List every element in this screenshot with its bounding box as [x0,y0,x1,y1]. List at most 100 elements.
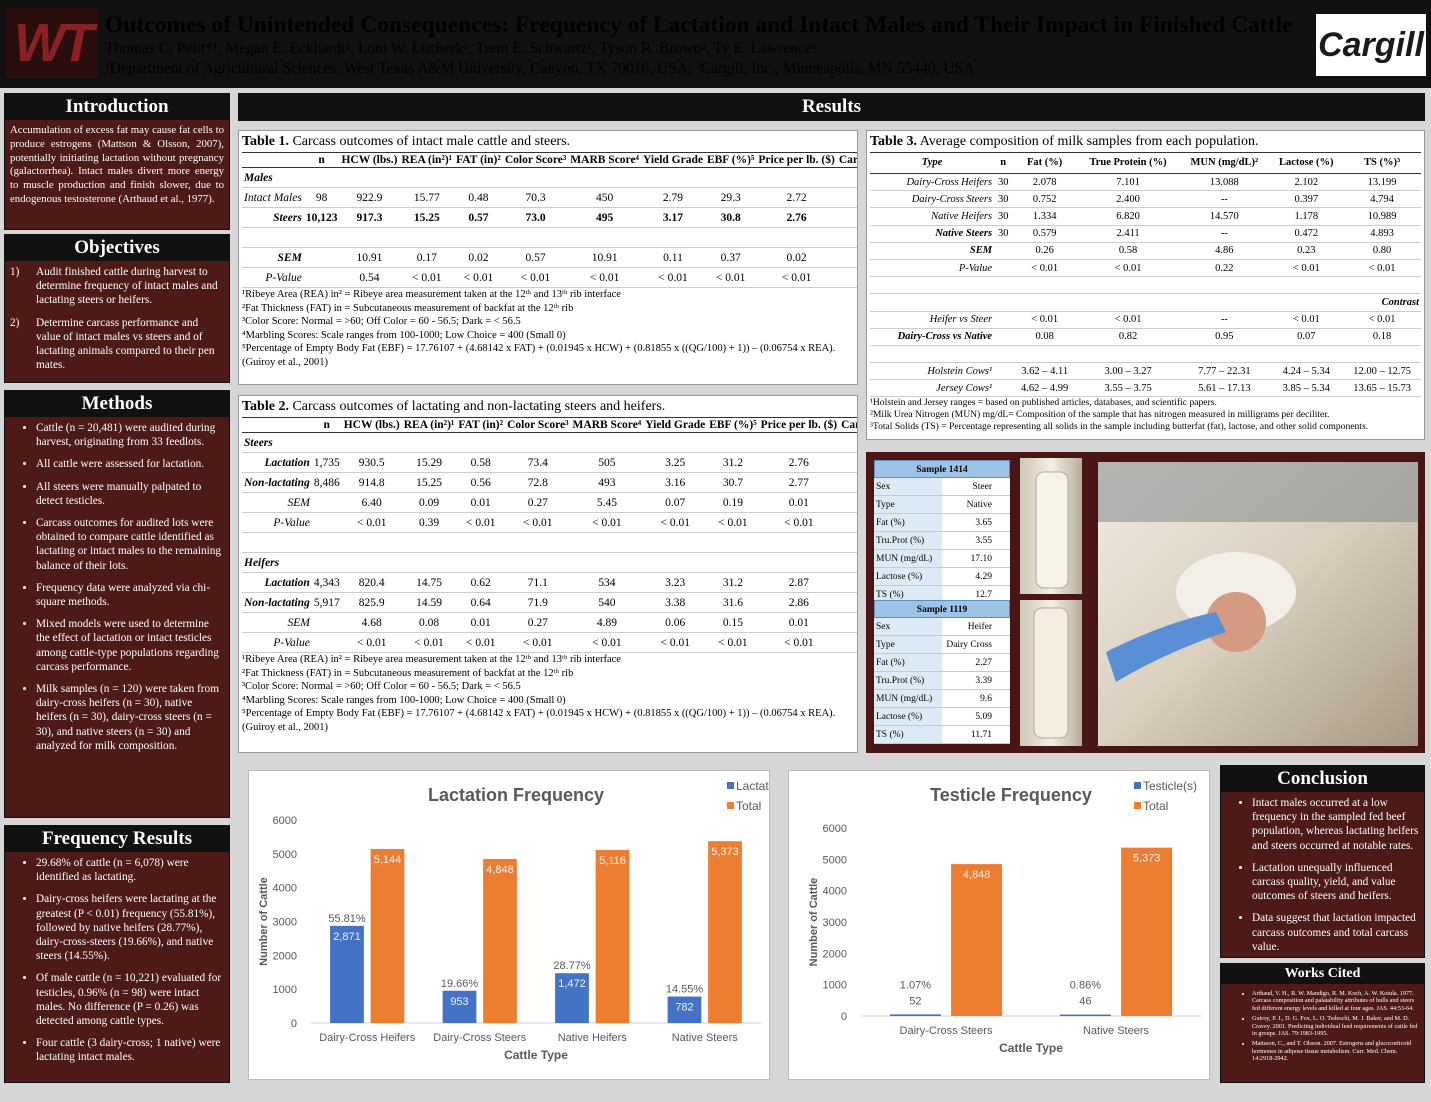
table-cell: 73.0 [502,207,569,228]
table-cell: 2,555.65 [839,452,857,473]
logo: Cargill [1316,14,1426,76]
table-row: Heifers [242,552,857,573]
table-cell: Dairy-Cross vs Native [870,328,995,346]
table-cell: 98 [303,187,340,208]
table-row: SEM10.910.170.020.5710.910.110.370.0225.… [242,247,857,268]
table-cell: 3.62 – 4.11 [1012,362,1077,381]
table-row: P-Value < 0.01 < 0.01 < 0.01 < 0.01 < 0.01 < 0… [242,632,857,653]
conclusion-list: Intact males occurred at a low frequency… [1226,796,1419,954]
footnote: ¹Ribeye Area (REA) in² = Ribeye area mea… [242,289,621,300]
table-cell: 0.17 [399,247,455,268]
table-cell: 14.75 [401,572,457,593]
sample-table: Sample 1414 Sex Steer Type Native Fat (%) 3.65… [874,460,1010,604]
sample-value: Steer [972,482,992,492]
table-cell: < 0.01 [1269,311,1344,329]
sample-key: TS (%) [874,726,942,743]
table-cell: 70.3 [502,187,569,208]
table-row: Non-lactating 5,917 825.9 14.59 0.64 71.9 540 3… [242,592,857,613]
table-cell: < 0.01 [707,632,759,653]
column-header: EBF (%)⁵ [704,152,757,168]
value-label: 2,871 [333,931,361,943]
list-item: Milk samples (n = 120) were taken from d… [36,682,224,753]
table-cell: 0.62 [456,572,506,593]
y-tick-label: 5000 [823,854,847,866]
data-table: Type n Fat (%) True Protein (%) MUN (mg/dL)²… [870,152,1421,398]
value-label: 953 [450,996,468,1008]
table-cell: 0.39 [401,512,457,533]
table-cell [994,328,1013,346]
table-cell: 25.61 [836,247,857,268]
sample-value: Native [966,500,992,510]
x-tick-label: Native Steers [1083,1025,1150,1037]
table-cell [311,612,342,633]
table-row [242,227,857,248]
column-header [242,417,312,433]
table-cell: Lactation [242,572,312,593]
table-cell: 7.101 [1076,173,1180,192]
table-cell: 2.102 [1269,173,1344,192]
chart-svg: Lactation Frequency 0 1000 2000 3000 4000 5000… [258,779,769,1062]
table-cell: < 0.01 [570,632,644,653]
table-cell: 13.65 – 15.73 [1343,379,1421,398]
sample-row: Sex Steer [874,478,1010,496]
table-cell: 3.16 [643,472,708,493]
table: Table 1. Carcass outcomes of intact male… [238,130,858,385]
y-tick-label: 1000 [273,984,297,996]
y-tick-label: 3000 [823,917,847,929]
bar [1121,847,1173,1016]
table-cell [994,242,1013,260]
legend-swatch [727,782,734,789]
method-list: Cattle (n = 20,481) were audited during … [10,421,224,753]
sample-key: Tru.Prot (%) [874,532,942,549]
table-cell: 3.85 – 5.34 [1269,379,1344,398]
table-cell: Dairy-Cross Heifers [870,173,995,192]
list-item: Cattle (n = 20,481) were audited during … [36,421,224,449]
table-cell: < 0.01 [341,632,402,653]
table-cell: 0.752 [1012,190,1077,209]
table-cell: 6.40 [341,492,402,513]
bar [951,864,1003,1016]
table-cell: 914.8 [341,472,402,493]
table-cell: 0.37 [836,267,857,288]
spacer-cell [870,276,1421,295]
y-tick-label: 2000 [273,950,297,962]
table-cell: < 0.01 [839,512,857,533]
table-cell: 0.07 [643,492,708,513]
table-cell: 5,917 [311,592,342,613]
table-cell: 2,529.88 [836,207,857,228]
authors: Thomas C. Petit*¹, Megan E. Eckhardt¹, L… [105,40,817,57]
table-row: Lactation 1,735 930.5 15.29 0.58 73.4 505 3.25 3… [242,452,857,473]
table-cell [994,311,1013,329]
table-cell: 30.7 [707,472,759,493]
table-cell: 0.58 [456,452,506,473]
table-cell: 450 [568,187,642,208]
table-row: SEM 0.26 0.58 4.86 0.23 0.80 [870,242,1421,260]
table: Table 2. Carcass outcomes of lactating a… [238,395,858,753]
list-item: Of male cattle (n = 10,221) evaluated fo… [36,971,224,1028]
table-cell: 12.00 – 12.75 [1343,362,1421,381]
table-cell: 0.579 [1012,225,1077,243]
table-cell: 4.62 – 4.99 [1012,379,1077,398]
table-cell: 0.56 [456,472,506,493]
table-cell: < 0.01 [758,632,840,653]
table-cell: 0.23 [1269,242,1344,260]
table-cell: 505 [570,452,644,473]
item-text: Audit finished cattle during harvest to … [36,266,218,307]
bar [889,1014,941,1016]
caption-text: Average composition of milk samples from… [919,134,1259,149]
bar [330,925,364,1023]
table-cell [303,247,340,268]
x-tick-label: Dairy-Cross Steers [433,1032,526,1044]
bar [370,848,405,1023]
table-row: Native Heifers 30 1.334 6.820 14.570 1.178 10.… [870,207,1421,226]
x-tick-label: Dairy-Cross Heifers [319,1032,415,1044]
conclusion: Conclusion Intact males occurred at a lo… [1220,765,1425,958]
table-cell: 31.2 [707,452,759,473]
item-text: Determine carcass performance and value … [36,316,215,372]
table-cell: 71.9 [505,592,571,613]
table-row: Dairy-Cross vs Native 0.08 0.82 0.95 0.07 0.1… [870,328,1421,346]
table-cell: 0.397 [1269,190,1344,209]
table-cell: 3.00 – 3.27 [1076,362,1180,381]
table-cell: < 0.01 [758,512,840,533]
list-item: Mattsson, C., and T. Olsson. 2007. Estro… [1252,1040,1419,1062]
